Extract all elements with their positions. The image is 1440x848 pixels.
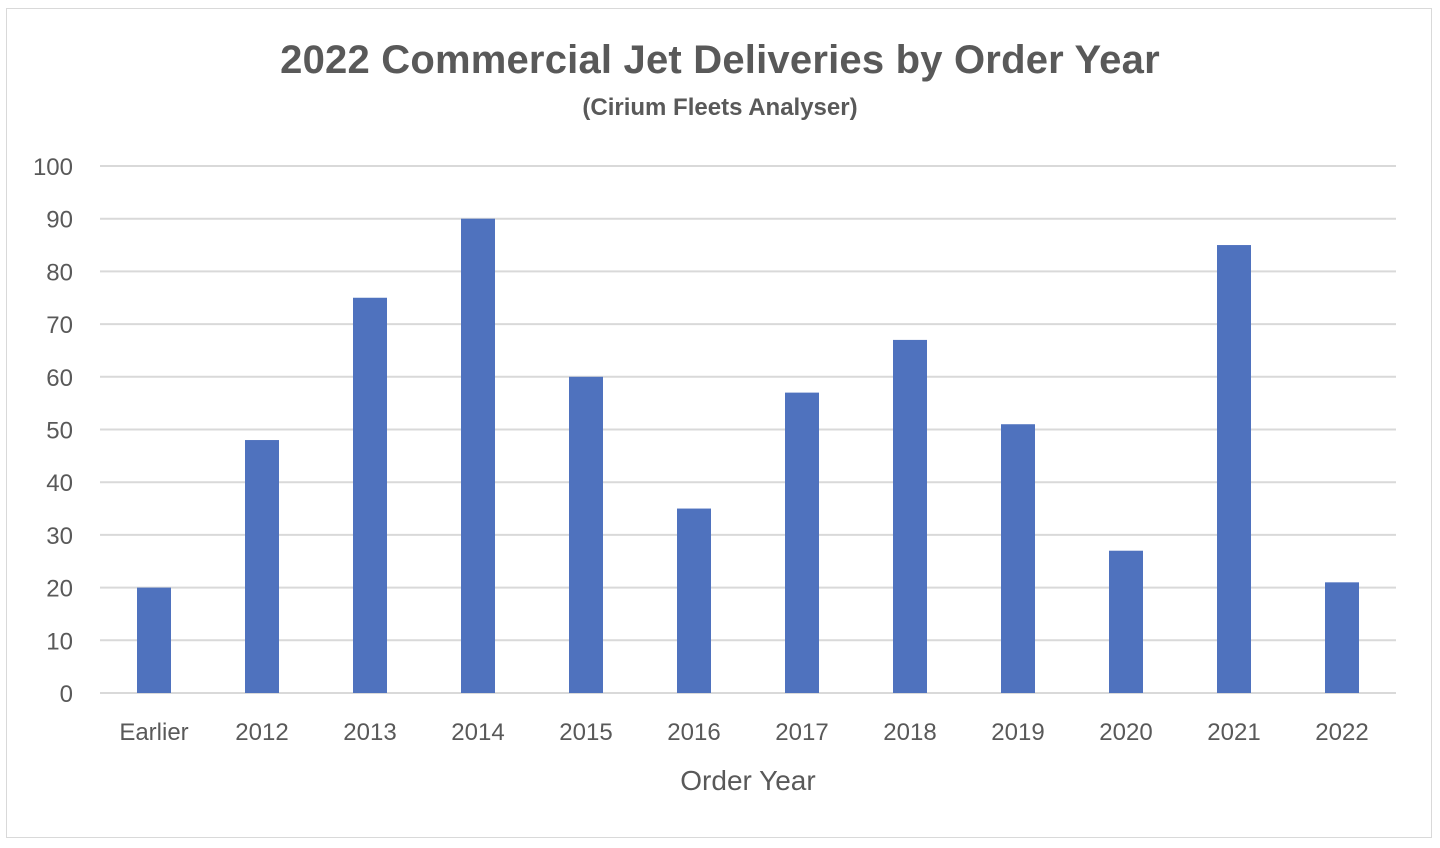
y-tick-label: 50 <box>46 418 73 445</box>
bar-2015 <box>569 376 603 693</box>
bar-2020 <box>1109 550 1143 693</box>
x-tick-label: 2015 <box>559 719 612 746</box>
x-tick-label: 2014 <box>451 719 504 746</box>
chart-title: 2022 Commercial Jet Deliveries by Order … <box>280 38 1160 82</box>
y-tick-label: 70 <box>46 312 73 339</box>
bar-2017 <box>785 392 819 693</box>
y-axis-ticks: 0 10 20 30 40 50 60 70 80 90 100 <box>33 154 73 708</box>
x-axis-title: Order Year <box>680 765 815 796</box>
chart-subtitle: (Cirium Fleets Analyser) <box>582 94 858 121</box>
gridlines <box>100 165 1396 694</box>
x-tick-label: 2019 <box>991 719 1044 746</box>
chart-frame <box>6 8 1432 838</box>
bar-2018 <box>893 339 927 693</box>
x-tick-label: 2016 <box>667 719 720 746</box>
x-tick-label: 2013 <box>343 719 396 746</box>
x-tick-label: Earlier <box>119 719 188 746</box>
x-tick-label: 2022 <box>1315 719 1368 746</box>
bar-earlier <box>137 587 171 693</box>
y-tick-label: 80 <box>46 259 73 286</box>
x-tick-label: 2012 <box>235 719 288 746</box>
bar-2012 <box>245 440 279 693</box>
bar-2013 <box>353 297 387 693</box>
bar-2022 <box>1325 582 1359 693</box>
x-tick-label: 2020 <box>1099 719 1152 746</box>
bar-2021 <box>1217 245 1251 694</box>
x-axis-ticks: Earlier 2012 2013 2014 2015 2016 2017 2018 2019 2… <box>119 719 1368 746</box>
y-tick-label: 0 <box>60 681 73 708</box>
bar-2016 <box>677 508 711 693</box>
y-tick-label: 20 <box>46 576 73 603</box>
x-tick-label: 2021 <box>1207 719 1260 746</box>
y-tick-label: 10 <box>46 628 73 655</box>
y-tick-label: 60 <box>46 365 73 392</box>
y-tick-label: 100 <box>33 154 73 181</box>
y-tick-label: 90 <box>46 207 73 234</box>
bar-2014 <box>461 218 495 693</box>
y-tick-label: 40 <box>46 470 73 497</box>
x-tick-label: 2018 <box>883 719 936 746</box>
x-tick-label: 2017 <box>775 719 828 746</box>
bars <box>137 218 1359 694</box>
bar-2019 <box>1001 424 1035 693</box>
y-tick-label: 30 <box>46 523 73 550</box>
